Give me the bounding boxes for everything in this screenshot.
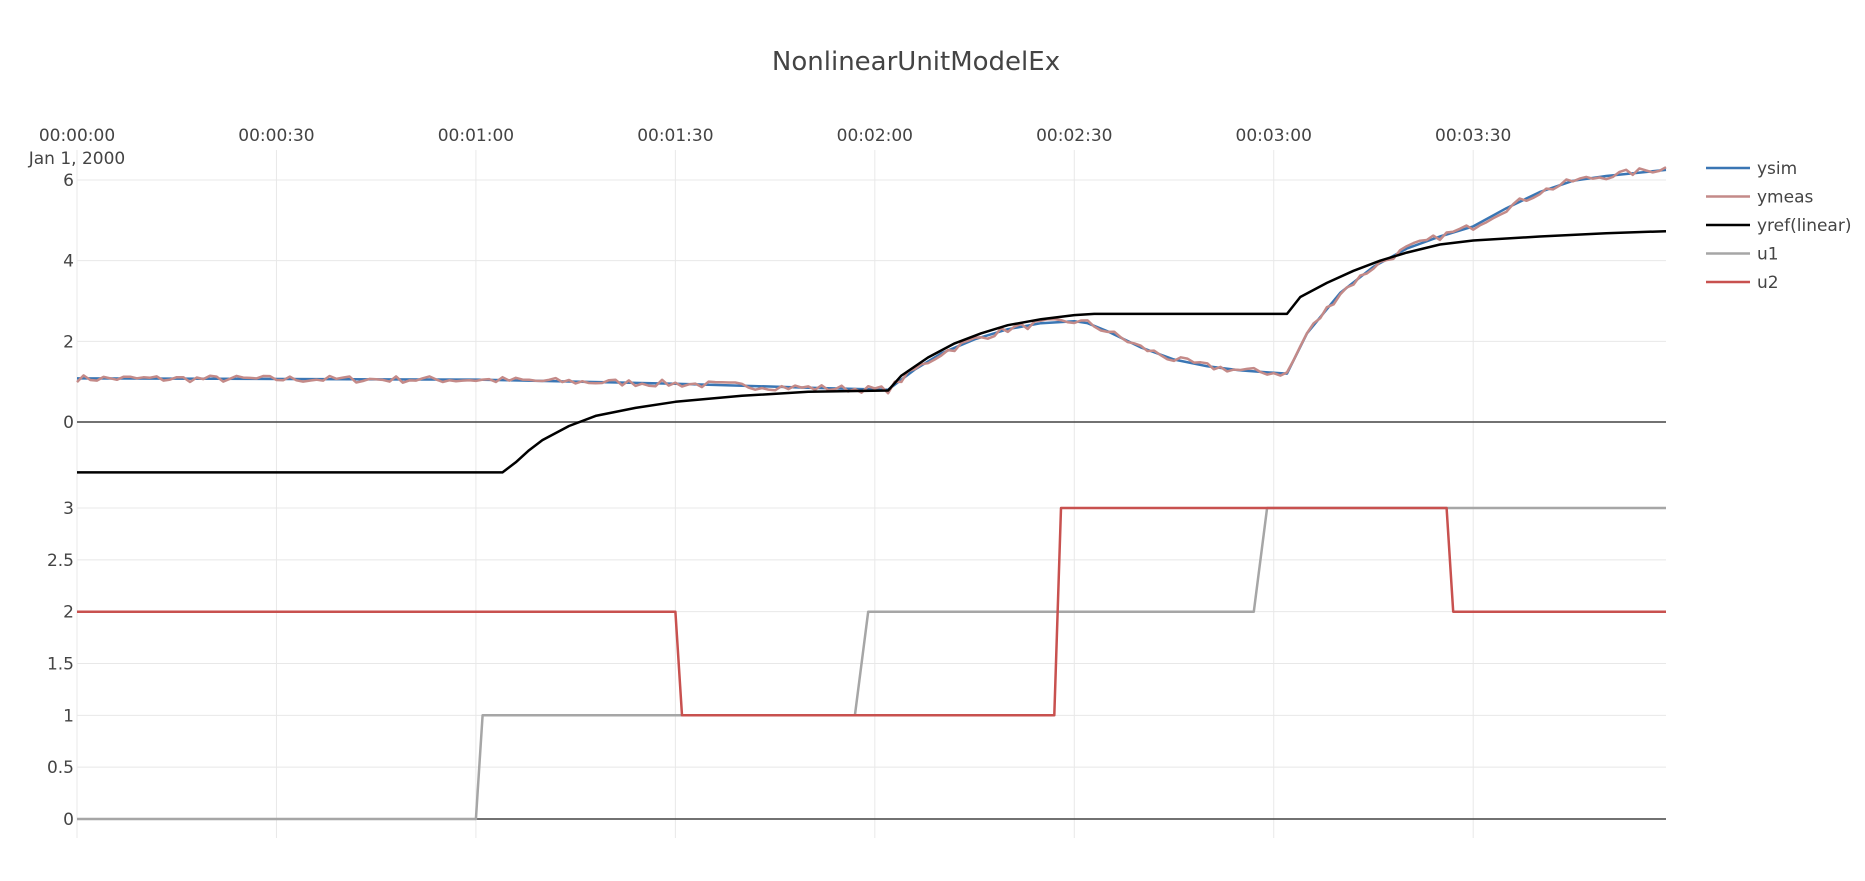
y-tick-label: 2: [63, 332, 74, 352]
series-line-ysim: [76, 168, 1667, 391]
series-line-ymeas: [76, 166, 1667, 395]
x-tick-label: 00:01:00: [438, 126, 514, 146]
legend[interactable]: ysim ymeas yref(linear) u1 u2: [1706, 159, 1851, 293]
y-tick-label: 6: [63, 171, 74, 191]
series-line-u2: [77, 506, 1666, 717]
x-tick-label: 00:03:00: [1236, 126, 1312, 146]
legend-item[interactable]: u2: [1706, 273, 1779, 293]
legend-label: ysim: [1757, 159, 1797, 179]
x-date-label: Jan 1, 2000: [28, 149, 126, 169]
series-line-yref-linear-: [77, 229, 1667, 474]
y-tick-label: 2.5: [47, 551, 74, 571]
y-tick-label: 2: [63, 603, 74, 623]
legend-item[interactable]: yref(linear): [1706, 216, 1851, 236]
x-tick-label: 00:00:00: [39, 126, 115, 146]
x-tick-label: 00:02:30: [1036, 126, 1112, 146]
legend-label: u1: [1757, 245, 1779, 265]
y-tick-label: 1: [63, 706, 74, 726]
legend-item[interactable]: ymeas: [1706, 188, 1813, 208]
y-tick-label: 0: [63, 810, 74, 830]
legend-item[interactable]: u1: [1706, 245, 1779, 265]
x-tick-label: 00:00:30: [238, 126, 314, 146]
legend-label: yref(linear): [1757, 216, 1851, 236]
y-tick-label: 4: [63, 252, 74, 272]
legend-label: u2: [1757, 273, 1779, 293]
series-line-u1: [77, 506, 1666, 821]
y-tick-label: 0: [63, 413, 74, 433]
grid-layer: [76, 150, 1666, 838]
chart-title: NonlinearUnitModelEx: [772, 47, 1060, 77]
legend-label: ymeas: [1757, 188, 1813, 208]
y-tick-label: 3: [63, 499, 74, 519]
x-tick-label: 00:02:00: [837, 126, 913, 146]
y-tick-label: 1.5: [47, 655, 74, 675]
series-layer: [76, 166, 1667, 821]
y-tick-label: 0.5: [47, 758, 74, 778]
x-tick-label: 00:03:30: [1435, 126, 1511, 146]
axes-layer: 00:00:00 00:00:30 00:01:00 00:01:30 00:02:00…: [28, 126, 1512, 830]
legend-item[interactable]: ysim: [1706, 159, 1797, 179]
x-tick-label: 00:01:30: [637, 126, 713, 146]
